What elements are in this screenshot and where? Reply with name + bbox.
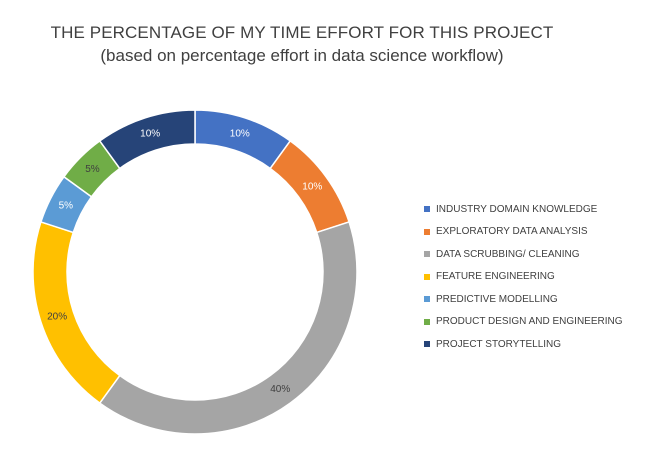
legend-swatch [424, 228, 430, 235]
doughnut-slice-3 [32, 220, 121, 405]
chart-subtitle: (based on percentage effort in data scie… [100, 46, 504, 65]
legend-item: INDUSTRY DOMAIN KNOWLEDGE [424, 198, 623, 221]
legend-label: PROJECT STORYTELLING [436, 338, 562, 350]
legend-item: DATA SCRUBBING/ CLEANING [424, 243, 623, 266]
legend-swatch [424, 273, 430, 280]
legend-swatch [424, 341, 430, 348]
legend-swatch [424, 206, 430, 213]
slice-data-label: 40% [270, 384, 290, 395]
doughnut-slice-6 [98, 109, 196, 170]
slice-data-label: 10% [302, 181, 322, 192]
legend-swatch [424, 318, 430, 325]
slice-data-label: 20% [47, 311, 67, 322]
legend-item: PREDICTIVE MODELLING [424, 288, 623, 311]
legend-label: FEATURE ENGINEERING [436, 271, 555, 283]
legend-item: FEATURE ENGINEERING [424, 266, 623, 289]
chart-title: THE PERCENTAGE OF MY TIME EFFORT FOR THI… [50, 23, 554, 42]
legend-item: PRODUCT DESIGN AND ENGINEERING [424, 311, 623, 334]
legend-label: PREDICTIVE MODELLING [436, 293, 558, 305]
legend-label: EXPLORATORY DATA ANALYSIS [436, 226, 588, 238]
doughnut-slice-2 [98, 220, 358, 435]
slice-data-label: 10% [140, 129, 160, 140]
legend-label: INDUSTRY DOMAIN KNOWLEDGE [436, 203, 598, 215]
chart-legend: INDUSTRY DOMAIN KNOWLEDGE EXPLORATORY DAT… [424, 198, 623, 356]
legend-swatch [424, 251, 430, 258]
legend-label: DATA SCRUBBING/ CLEANING [436, 248, 580, 260]
legend-item: EXPLORATORY DATA ANALYSIS [424, 221, 623, 244]
chart-title-block: THE PERCENTAGE OF MY TIME EFFORT FOR THI… [0, 22, 604, 68]
slice-data-label: 5% [85, 164, 100, 175]
slice-data-label: 5% [59, 201, 74, 212]
legend-label: PRODUCT DESIGN AND ENGINEERING [436, 316, 623, 328]
legend-swatch [424, 296, 430, 303]
legend-item: PROJECT STORYTELLING [424, 333, 623, 356]
slice-data-label: 10% [230, 129, 250, 140]
